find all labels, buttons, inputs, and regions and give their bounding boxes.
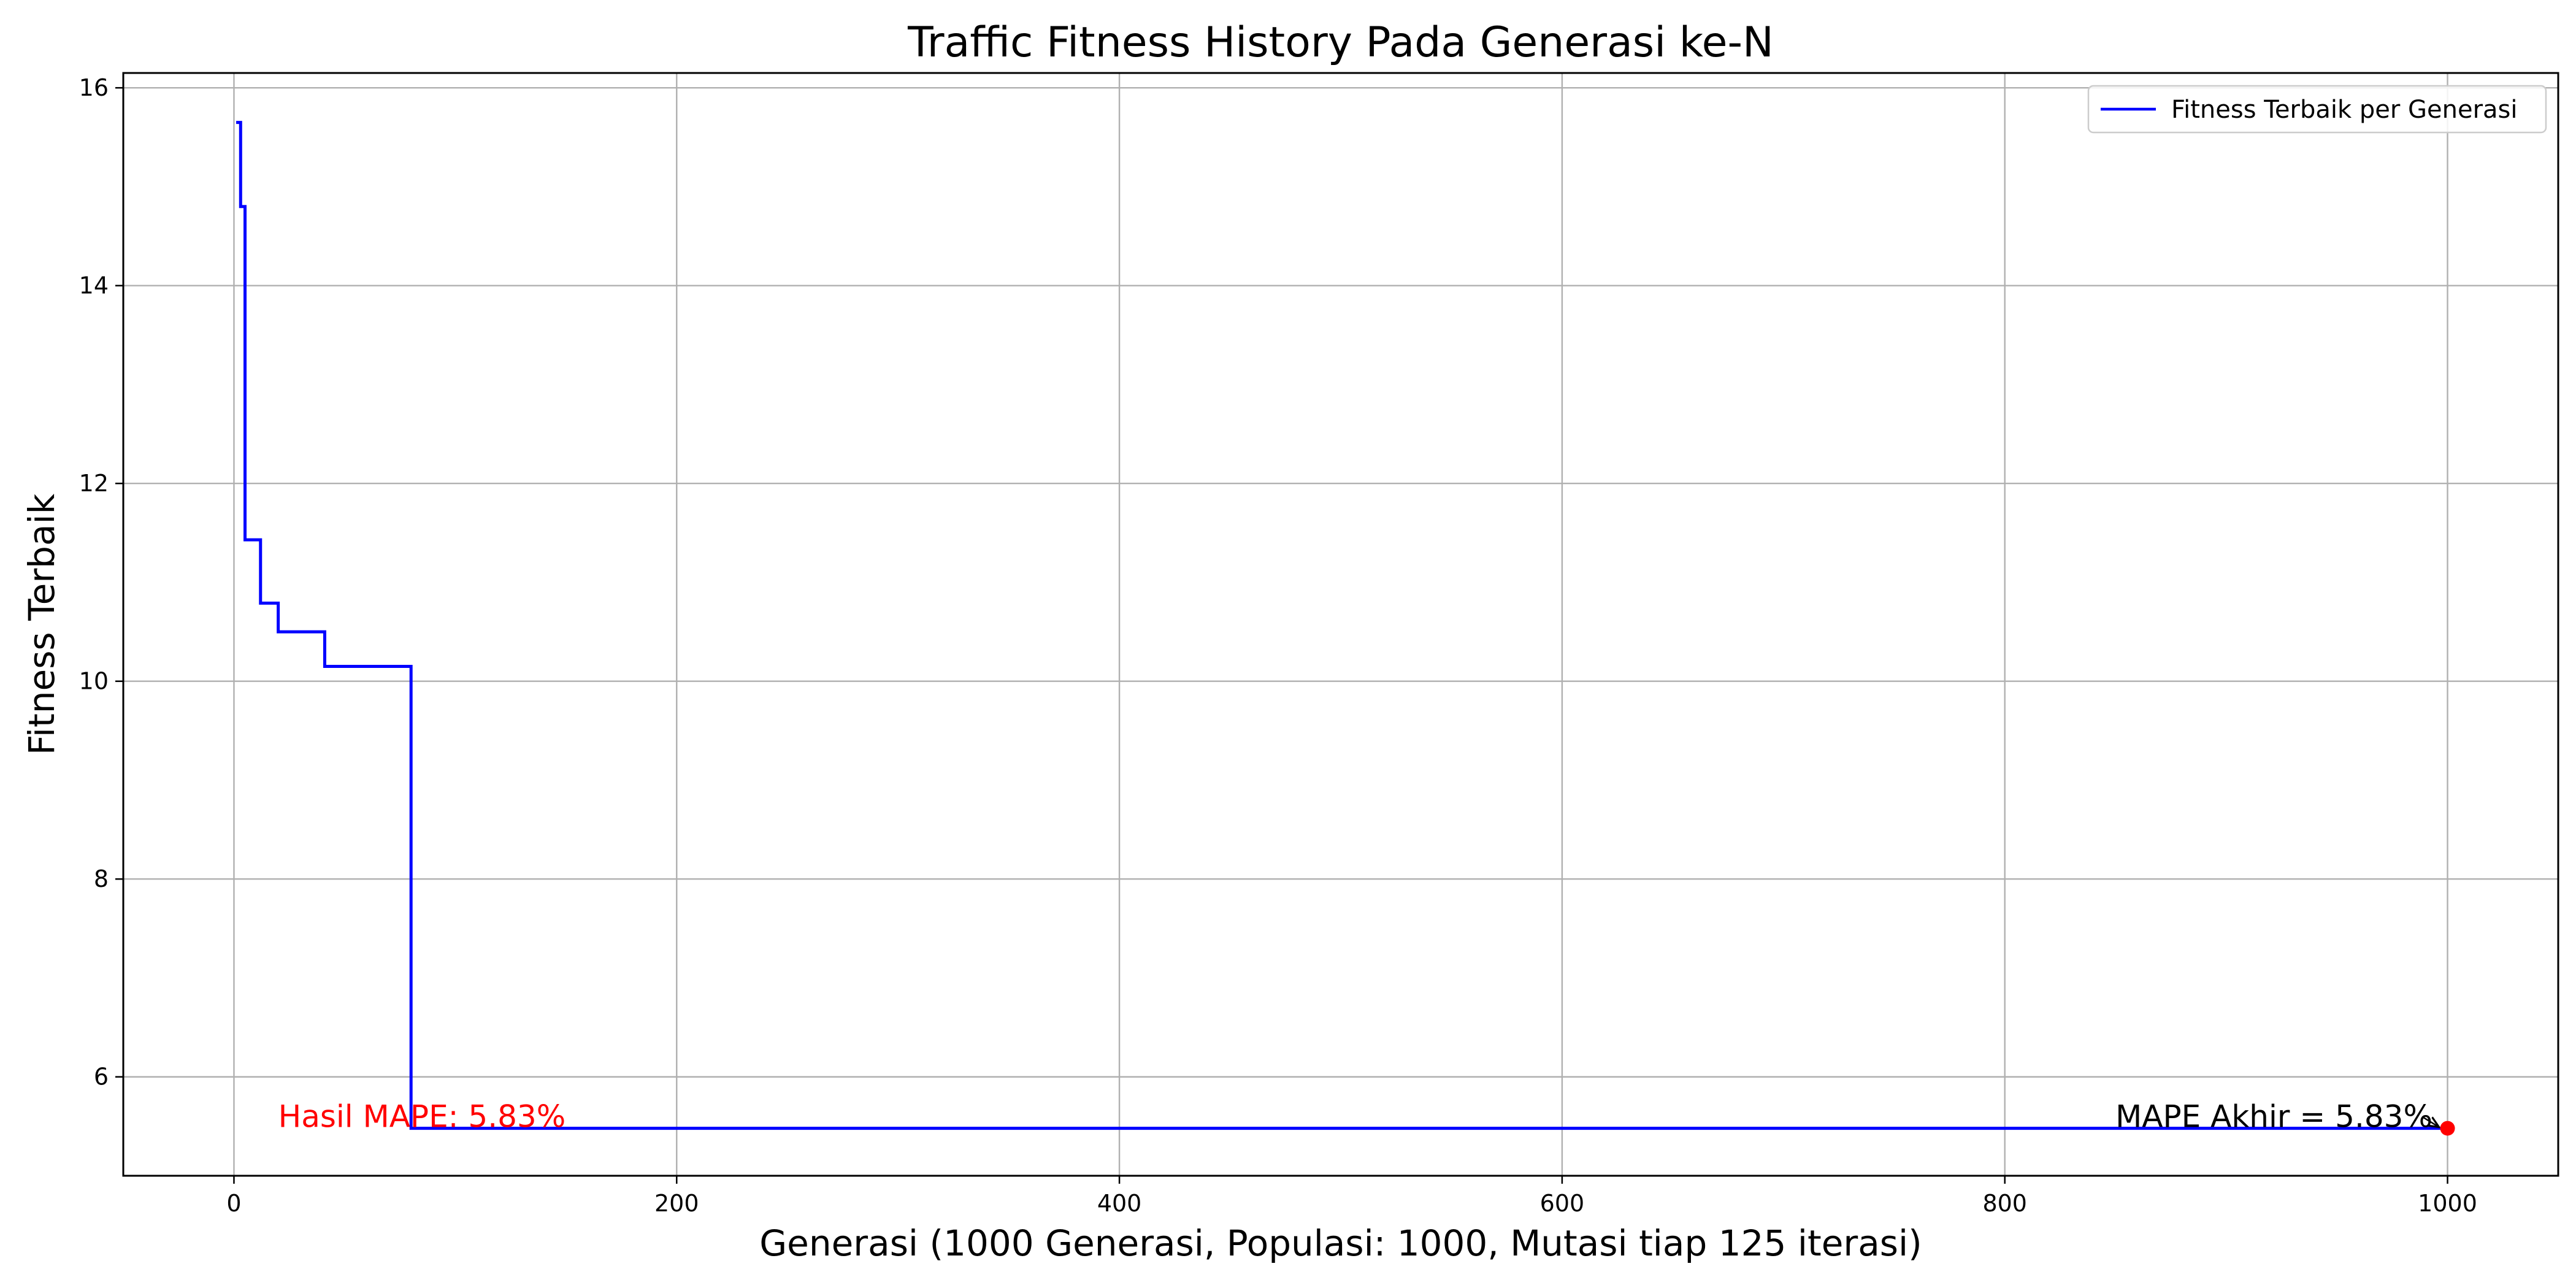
x-axis-title: Generasi (1000 Generasi, Populasi: 1000,…: [759, 1222, 1922, 1264]
y-tick-label: 12: [79, 470, 109, 497]
annotations: Hasil MAPE: 5.83% MAPE Akhir = 5.83%: [278, 1099, 2439, 1135]
annotation-mape-akhir: MAPE Akhir = 5.83%: [2115, 1099, 2432, 1135]
x-tick-label: 0: [226, 1190, 241, 1217]
legend-box: [2087, 85, 2547, 134]
axis-ticks: 0 200 400 600 800 1000 6 8 10 12 14 16: [79, 74, 2477, 1217]
x-tick-label: 200: [654, 1190, 699, 1217]
series-line-fitness: [236, 121, 2448, 1130]
y-tick-label: 16: [79, 74, 109, 101]
y-tick-label: 10: [79, 668, 109, 695]
legend-label: Fitness Terbaik per Generasi: [2171, 96, 2517, 124]
x-tick-label: 1000: [2418, 1190, 2477, 1217]
y-tick-label: 8: [94, 865, 109, 892]
point-markers: [2440, 1121, 2455, 1136]
chart-title: Traffic Fitness History Pada Generasi ke…: [907, 18, 1774, 67]
y-tick-label: 14: [79, 272, 109, 299]
grid-lines: [123, 73, 2558, 1176]
series-lines: [236, 121, 2448, 1130]
plot-frame: [122, 72, 2559, 1177]
x-tick-label: 800: [1982, 1190, 2027, 1217]
annotation-hasil-mape: Hasil MAPE: 5.83%: [278, 1099, 566, 1135]
annotation-arrow: [2422, 1117, 2439, 1127]
y-axis-title: Fitness Terbaik: [21, 493, 63, 755]
y-tick-label: 6: [94, 1064, 109, 1091]
final-point-marker: [2440, 1121, 2455, 1136]
x-tick-label: 600: [1540, 1190, 1585, 1217]
x-tick-label: 400: [1097, 1190, 1142, 1217]
legend: Fitness Terbaik per Generasi: [2087, 85, 2547, 134]
